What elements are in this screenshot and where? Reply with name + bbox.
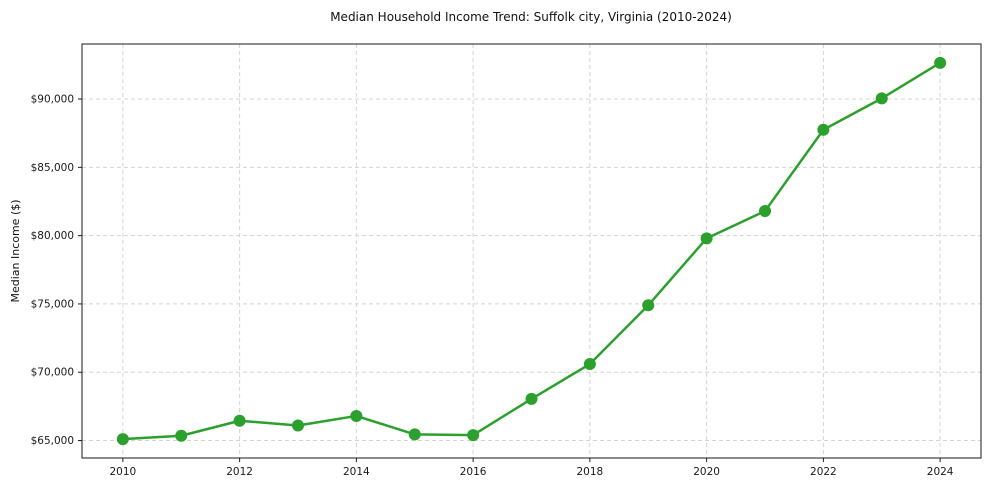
- y-tick-label: $65,000: [31, 435, 74, 447]
- data-point: [583, 358, 596, 371]
- chart-title: Median Household Income Trend: Suffolk c…: [330, 10, 732, 24]
- tick-labels: 2010 2012 2014 2016 2018 2020 2022 2024 $65,000 $…: [31, 94, 954, 478]
- data-point: [408, 428, 421, 441]
- data-point: [875, 92, 888, 105]
- x-tick-label: 2022: [810, 466, 837, 478]
- income-series: [116, 56, 947, 446]
- y-tick-label: $75,000: [31, 298, 74, 310]
- data-point: [291, 419, 304, 432]
- y-tick-label: $90,000: [31, 94, 74, 106]
- x-tick-label: 2024: [927, 466, 954, 478]
- x-tick-label: 2018: [577, 466, 604, 478]
- y-axis-label: Median Income ($): [9, 199, 22, 302]
- data-point: [642, 299, 655, 312]
- data-point: [350, 409, 363, 422]
- data-point: [233, 414, 246, 427]
- axis-ticks: [78, 98, 941, 462]
- y-tick-label: $85,000: [31, 162, 74, 174]
- data-point: [817, 123, 830, 136]
- plot-frame: [81, 43, 982, 459]
- y-tick-label: $80,000: [31, 230, 74, 242]
- x-tick-label: 2010: [109, 466, 136, 478]
- data-point: [175, 429, 188, 442]
- x-tick-label: 2014: [343, 466, 370, 478]
- x-tick-label: 2012: [226, 466, 253, 478]
- data-point: [759, 205, 772, 218]
- data-point: [525, 392, 538, 405]
- income-trend-line: [121, 61, 942, 441]
- x-tick-label: 2016: [460, 466, 487, 478]
- x-tick-label: 2020: [693, 466, 720, 478]
- y-tick-label: $70,000: [31, 367, 74, 379]
- data-point: [467, 429, 480, 442]
- data-point: [116, 433, 129, 446]
- gridlines: [82, 44, 981, 458]
- data-point: [700, 232, 713, 245]
- data-point: [934, 56, 947, 69]
